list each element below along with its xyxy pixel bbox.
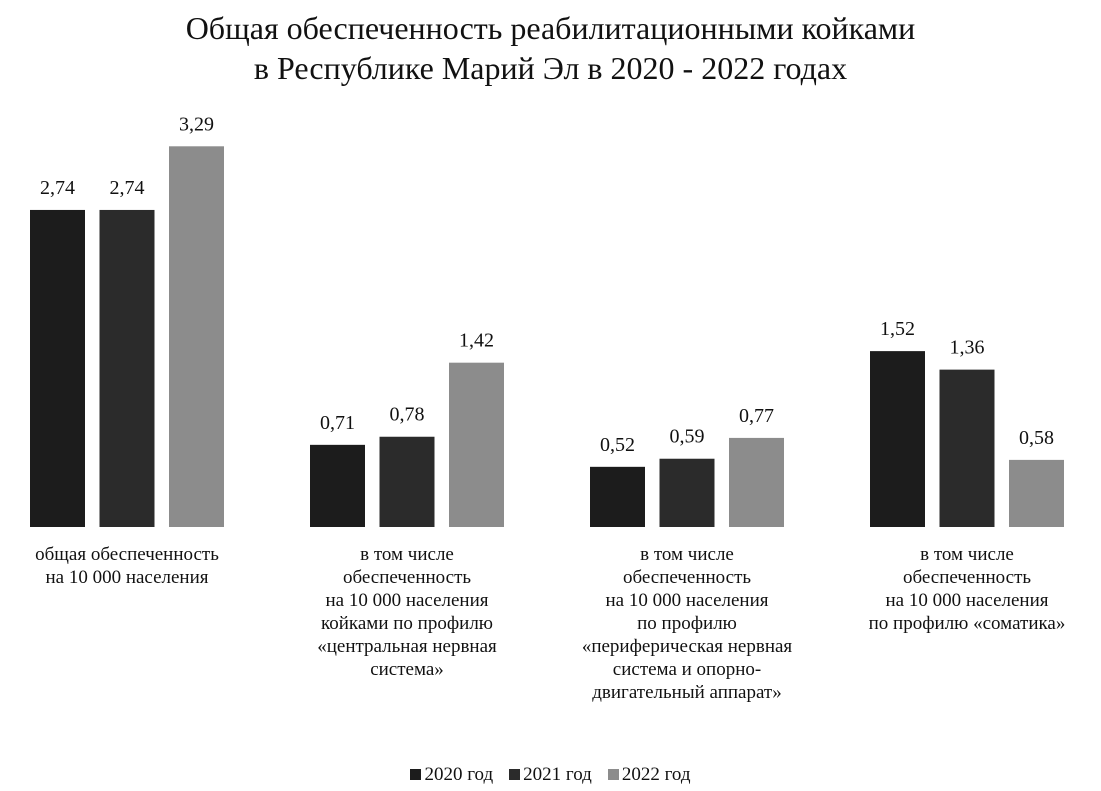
data-label: 3,29 (179, 113, 214, 135)
legend-label: 2020 год (424, 764, 494, 785)
legend-label: 2022 год (621, 764, 691, 785)
data-label: 1,52 (880, 318, 915, 340)
bar (659, 458, 715, 527)
bar (1009, 459, 1064, 527)
bar (169, 146, 224, 528)
data-label: 0,52 (600, 434, 635, 456)
legend-item: 2020 год (410, 764, 493, 786)
legend-swatch (509, 769, 521, 780)
legend: 2020 год 2021 год 2022 год (0, 764, 1101, 786)
bar (729, 437, 784, 527)
x-tick-label: общая обеспеченность на 10 000 населения (35, 544, 219, 588)
bar (590, 466, 645, 527)
bar (379, 436, 435, 527)
data-label: 1,36 (950, 337, 985, 359)
bar (449, 362, 504, 527)
legend-label: 2021 год (523, 764, 592, 785)
bar (870, 351, 925, 527)
legend-item: 2022 год (607, 764, 691, 786)
legend-item: 2021 год (509, 764, 592, 786)
data-label: 2,74 (40, 177, 75, 199)
bar (99, 209, 155, 527)
data-label: 0,59 (670, 426, 705, 448)
data-label: 1,42 (459, 330, 494, 352)
data-label: 0,77 (739, 405, 774, 427)
data-label: 0,71 (320, 412, 355, 434)
bar (30, 209, 85, 527)
x-tick-label: в том числе обеспеченность на 10 000 нас… (317, 544, 497, 680)
data-label: 0,58 (1019, 427, 1054, 449)
chart-title: Общая обеспеченность реабилитационными к… (185, 10, 916, 86)
legend-swatch (410, 769, 422, 780)
legend-swatch (607, 769, 619, 780)
bar (939, 369, 995, 527)
data-label: 0,78 (390, 404, 425, 426)
data-label: 2,74 (110, 177, 145, 199)
bar (310, 444, 365, 527)
x-tick-label: в том числе обеспеченность на 10 000 нас… (868, 544, 1066, 634)
x-tick-label: в том числе обеспеченность на 10 000 нас… (581, 544, 793, 703)
